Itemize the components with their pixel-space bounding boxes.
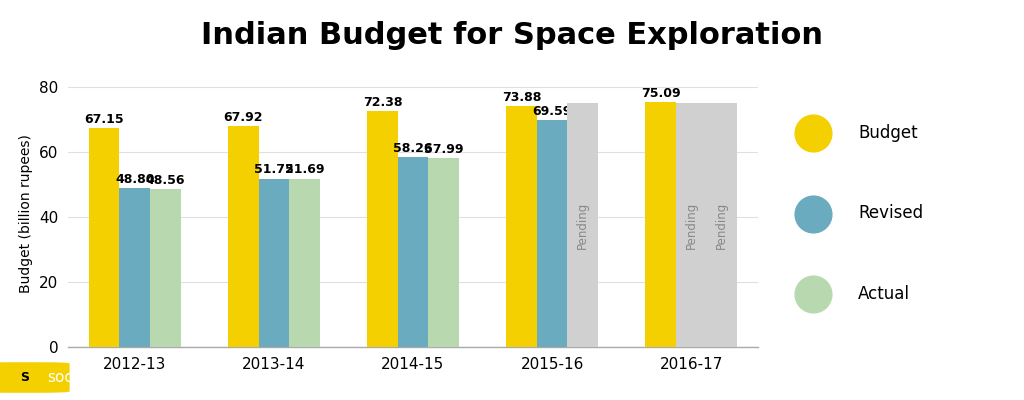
Text: Pending: Pending (716, 201, 728, 248)
Bar (506, 106, 537, 347)
Point (805, 210, 821, 217)
Bar (537, 120, 567, 347)
Text: 67.15: 67.15 (84, 113, 124, 126)
Bar (367, 111, 397, 347)
Bar (645, 102, 676, 347)
Bar (707, 103, 737, 347)
Text: 48.80: 48.80 (115, 173, 155, 186)
FancyBboxPatch shape (0, 362, 70, 393)
Bar (397, 157, 428, 347)
Text: Budget: Budget (858, 124, 918, 142)
Text: Pending: Pending (685, 201, 697, 248)
Text: Actual: Actual (858, 285, 910, 302)
Text: Indian Budget for Space Exploration: Indian Budget for Space Exploration (201, 22, 823, 50)
Text: Source: Department of Space: Source: Department of Space (778, 370, 1006, 385)
Text: Pending: Pending (577, 201, 589, 248)
Text: 51.69: 51.69 (285, 164, 325, 176)
Text: 75.09: 75.09 (641, 87, 680, 100)
Y-axis label: Budget (billion rupees): Budget (billion rupees) (19, 134, 34, 293)
Text: 73.88: 73.88 (502, 91, 542, 104)
Text: S: S (20, 371, 29, 384)
Bar (120, 188, 151, 347)
Bar (567, 103, 598, 347)
Text: 58.26: 58.26 (393, 142, 433, 155)
Text: 67.92: 67.92 (223, 110, 263, 124)
Point (805, 130, 821, 136)
Bar (428, 158, 459, 347)
Bar (259, 178, 289, 347)
Text: Revised: Revised (858, 204, 924, 222)
Text: 69.59: 69.59 (532, 105, 571, 118)
Bar (676, 103, 707, 347)
Bar (228, 126, 259, 347)
Text: 48.56: 48.56 (145, 174, 185, 187)
Text: 57.99: 57.99 (424, 143, 463, 156)
Text: 72.38: 72.38 (362, 96, 402, 109)
Point (805, 290, 821, 297)
Text: socialcops: socialcops (47, 370, 127, 385)
Bar (151, 189, 180, 347)
Text: 51.72: 51.72 (254, 163, 294, 176)
Bar (89, 128, 120, 347)
Bar (289, 179, 319, 347)
